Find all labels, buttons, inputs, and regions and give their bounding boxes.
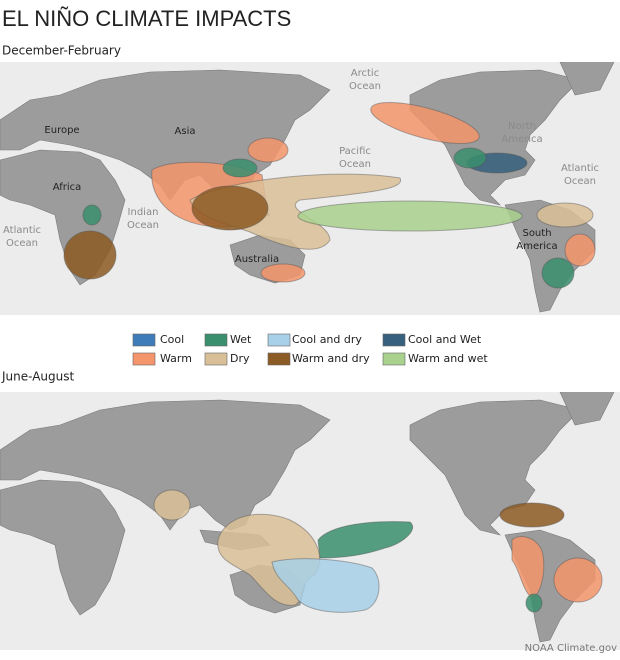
legend-label: Warm bbox=[160, 352, 192, 365]
climate-region bbox=[82, 204, 102, 226]
map-label: Arctic bbox=[351, 68, 379, 79]
map-label: Ocean bbox=[564, 176, 596, 187]
map-labels: Arctic Ocean Europe Asia North America Pacific… bbox=[3, 68, 599, 265]
map-label: Ocean bbox=[339, 159, 371, 170]
climate-region bbox=[153, 489, 191, 521]
map-dec-feb bbox=[0, 62, 620, 315]
title: EL NIÑO CLIMATE IMPACTS bbox=[2, 6, 291, 31]
climate-region bbox=[63, 230, 117, 280]
map-label: Indian bbox=[128, 207, 159, 218]
climate-region bbox=[564, 233, 596, 267]
map-label: Ocean bbox=[6, 238, 38, 249]
climate-region bbox=[271, 558, 380, 613]
season-label: June-August bbox=[1, 370, 74, 384]
legend-swatch bbox=[204, 333, 228, 347]
climate-region bbox=[317, 521, 413, 559]
climate-region bbox=[260, 263, 306, 283]
climate-region bbox=[499, 502, 565, 528]
legend-swatch bbox=[267, 333, 291, 347]
map-label: Atlantic bbox=[3, 225, 41, 236]
legend-label: Warm and dry bbox=[292, 352, 370, 365]
climate-region bbox=[191, 185, 269, 231]
legend-label: Cool bbox=[160, 333, 184, 346]
climate-region bbox=[541, 257, 575, 289]
map-label: Pacific bbox=[339, 146, 371, 157]
climate-region bbox=[247, 137, 289, 163]
climate-region bbox=[553, 557, 603, 603]
map-label: South bbox=[522, 228, 551, 239]
map-label: Ocean bbox=[349, 81, 381, 92]
map-label: Australia bbox=[235, 254, 279, 265]
legend-swatch bbox=[267, 352, 291, 366]
legend-swatch bbox=[382, 352, 406, 366]
legend-label: Warm and wet bbox=[408, 352, 488, 365]
climate-region bbox=[222, 158, 258, 178]
climate-region bbox=[525, 593, 543, 613]
legend-swatch bbox=[382, 333, 406, 347]
legend-swatch bbox=[132, 352, 156, 366]
climate-region bbox=[453, 147, 487, 169]
season-label: December-February bbox=[2, 44, 121, 58]
map-label: America bbox=[501, 134, 542, 145]
climate-region bbox=[297, 200, 523, 232]
map-label: Asia bbox=[175, 126, 196, 137]
legend-swatch bbox=[132, 333, 156, 347]
map-jun-aug bbox=[0, 392, 620, 650]
legend-swatch bbox=[204, 352, 228, 366]
map-label: North bbox=[508, 121, 536, 132]
climate-region bbox=[370, 102, 480, 144]
credit: NOAA Climate.gov bbox=[525, 643, 617, 654]
legend-label: Cool and dry bbox=[292, 333, 362, 346]
map-label: America bbox=[516, 241, 557, 252]
map-label: Atlantic bbox=[561, 163, 599, 174]
legend: Cool Wet Cool and dry Cool and Wet Warm Dry Wa… bbox=[132, 333, 488, 366]
legend-label: Dry bbox=[230, 352, 250, 365]
map-label: Ocean bbox=[127, 220, 159, 231]
climate-region bbox=[511, 536, 545, 599]
map-label: Europe bbox=[44, 125, 79, 136]
map-label: Africa bbox=[53, 182, 82, 193]
legend-label: Wet bbox=[230, 333, 252, 346]
legend-label: Cool and Wet bbox=[408, 333, 482, 346]
climate-region bbox=[536, 202, 594, 228]
